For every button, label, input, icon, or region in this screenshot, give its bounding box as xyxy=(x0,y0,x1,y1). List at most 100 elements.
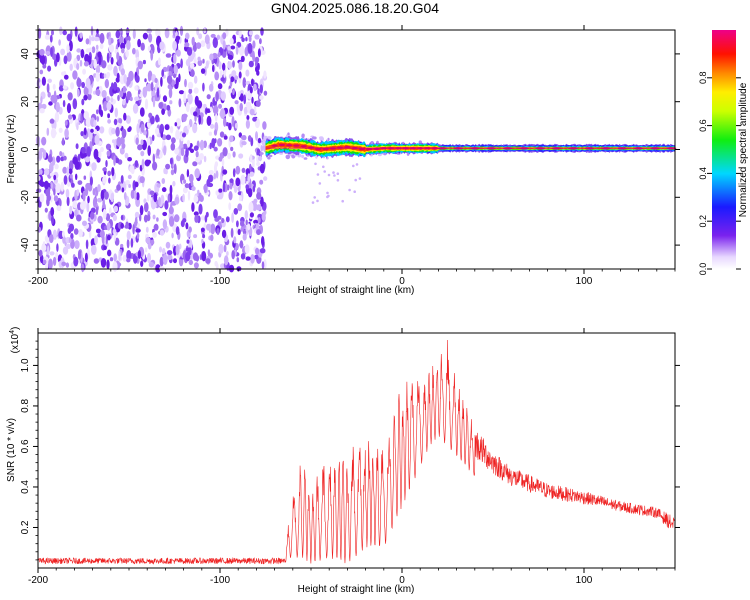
heatmap-noise-cell xyxy=(133,190,137,201)
heatmap-noise-cell xyxy=(53,174,57,181)
heatmap-noise-cell xyxy=(255,247,260,255)
heatmap-noise-cell xyxy=(218,61,222,70)
heatmap-noise-cell xyxy=(52,83,56,90)
heatmap-noise-cell xyxy=(185,101,190,113)
heatmap-noise-cell xyxy=(62,100,66,108)
heatmap-noise-cell xyxy=(129,96,133,102)
heatmap-noise-cell xyxy=(182,186,188,194)
heatmap-noise-cell xyxy=(100,146,104,153)
heatmap-noise-cell xyxy=(193,262,199,269)
heatmap-peak-cell xyxy=(344,145,351,149)
heatmap-noise-cell xyxy=(242,77,247,89)
heatmap-noise-cell xyxy=(240,93,244,102)
heatmap-halo-cell xyxy=(383,152,387,156)
heatmap-noise-cell xyxy=(170,202,173,213)
heatmap-noise-cell xyxy=(256,70,260,76)
heatmap-noise-cell xyxy=(116,136,122,147)
heatmap-noise-cell xyxy=(257,62,260,71)
heatmap-noise-cell xyxy=(130,189,135,199)
heatmap-noise-cell xyxy=(113,118,118,126)
heatmap-noise-cell xyxy=(182,218,187,223)
heatmap-noise-cell xyxy=(120,68,125,76)
heatmap-noise-cell xyxy=(232,89,235,96)
heatmap-noise-cell xyxy=(165,241,171,249)
heatmap-noise-cell xyxy=(161,187,167,193)
heatmap-halo-cell xyxy=(316,199,319,203)
colorbar-gradient xyxy=(712,30,736,269)
heatmap-noise-cell xyxy=(218,243,224,254)
heatmap-noise-cell xyxy=(39,193,45,203)
heatmap-noise-cell xyxy=(193,211,199,216)
heatmap-noise-cell xyxy=(66,196,70,207)
heatmap-noise-cell xyxy=(76,189,80,197)
heatmap-noise-cell xyxy=(229,37,234,45)
heatmap-noise-cell xyxy=(164,27,170,39)
heatmap-noise-cell xyxy=(44,235,49,243)
heatmap-noise-cell xyxy=(204,214,208,223)
heatmap-noise-cell xyxy=(260,196,264,207)
heatmap-noise-cell xyxy=(62,85,68,90)
heatmap-noise-cell xyxy=(194,75,198,84)
heatmap-noise-cell xyxy=(202,82,205,92)
heatmap-peak-cell xyxy=(336,146,344,149)
heatmap-noise-cell xyxy=(68,40,73,52)
heatmap-noise-cell xyxy=(180,58,183,69)
heatmap-noise-cell xyxy=(63,155,67,161)
heatmap-noise-cell xyxy=(259,84,263,94)
heatmap-noise-cell xyxy=(117,94,120,102)
heatmap-noise-cell xyxy=(136,232,140,239)
heatmap-noise-cell xyxy=(115,157,120,164)
heatmap-noise-cell xyxy=(148,73,151,82)
heatmap-noise-cell xyxy=(159,246,162,253)
heatmap-noise-cell xyxy=(144,201,149,213)
heatmap-noise-cell xyxy=(56,155,61,163)
heatmap-noise-cell xyxy=(146,28,153,34)
heatmap-noise-cell xyxy=(173,64,178,75)
heatmap-noise-cell xyxy=(111,167,115,177)
heatmap-noise-cell xyxy=(257,217,261,224)
heatmap-noise-cell xyxy=(48,101,53,106)
heatmap-noise-cell xyxy=(188,88,193,94)
heatmap-noise-cell xyxy=(73,256,79,267)
heatmap-noise-cell xyxy=(69,63,73,71)
heatmap-peak-cell xyxy=(307,146,315,149)
heatmap-noise-cell xyxy=(196,100,203,109)
heatmap-halo-cell xyxy=(301,133,305,139)
heatmap-noise-cell xyxy=(160,76,163,87)
heatmap-noise-cell xyxy=(96,197,103,203)
heatmap-noise-cell xyxy=(54,111,60,123)
heatmap-noise-cell xyxy=(90,128,94,133)
heatmap-noise-cell xyxy=(92,197,97,208)
heatmap-noise-cell xyxy=(229,178,234,183)
heatmap-halo-cell xyxy=(267,156,271,160)
heatmap-x-axis: -200 -100 0 100 xyxy=(28,25,676,287)
colorbar: 0.0 0.2 0.4 0.6 0.8 Normalized spectral ampl… xyxy=(698,30,749,275)
heatmap-halo-cell xyxy=(327,137,330,141)
heatmap-noise-cell xyxy=(245,37,248,42)
heatmap-noise-cell xyxy=(41,103,47,110)
heatmap-noise-cell xyxy=(44,207,48,213)
heatmap-halo-cell xyxy=(301,154,305,159)
heatmap-noise-cell xyxy=(40,54,46,65)
heatmap-y-tick-label: 0 xyxy=(20,146,31,152)
heatmap-noise-cell xyxy=(198,192,202,202)
heatmap-noise-cell xyxy=(83,86,89,97)
heatmap-noise-cell xyxy=(253,198,258,204)
heatmap-noise-cell xyxy=(134,96,140,102)
heatmap-noise-cell xyxy=(60,156,65,162)
heatmap-noise-cell xyxy=(169,126,174,134)
heatmap-noise-cell xyxy=(191,202,195,213)
heatmap-noise-cell xyxy=(50,47,53,57)
heatmap-noise-cell xyxy=(105,143,112,150)
heatmap-noise-cell xyxy=(148,112,153,119)
heatmap-noise-cell xyxy=(181,132,187,138)
heatmap-noise-cell xyxy=(52,95,58,104)
heatmap-noise-cell xyxy=(213,129,218,136)
heatmap-noise-cell xyxy=(255,131,258,141)
snr-x-axis: -200 -100 0 100 xyxy=(28,328,676,586)
heatmap-noise-cell xyxy=(208,131,213,136)
heatmap-noise-cell xyxy=(121,128,127,139)
heatmap-x-tick-label: -200 xyxy=(28,276,48,287)
heatmap-noise-cell xyxy=(77,180,83,186)
heatmap-noise-cell xyxy=(119,35,124,44)
